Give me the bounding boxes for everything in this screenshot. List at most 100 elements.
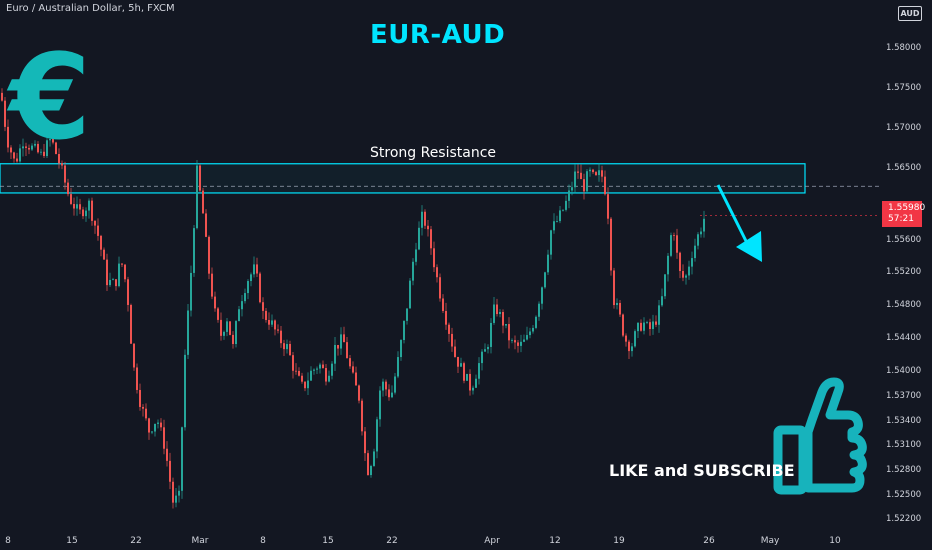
candle-body bbox=[313, 369, 315, 371]
candle-body bbox=[571, 187, 573, 191]
candle-body bbox=[427, 225, 429, 230]
candle-body bbox=[355, 372, 357, 386]
candle-body bbox=[469, 373, 471, 391]
candle-body bbox=[613, 270, 615, 306]
candle-body bbox=[553, 221, 555, 231]
candle-body bbox=[166, 448, 168, 461]
candle-body bbox=[616, 302, 618, 306]
y-tick-label: 1.55200 bbox=[886, 267, 921, 277]
candle-body bbox=[292, 355, 294, 371]
candle-body bbox=[550, 230, 552, 255]
candle-body bbox=[643, 322, 645, 331]
candle-body bbox=[478, 363, 480, 379]
candle-body bbox=[229, 321, 231, 335]
candle-body bbox=[82, 209, 84, 217]
candle-body bbox=[367, 453, 369, 476]
candle-body bbox=[604, 176, 606, 195]
candle-body bbox=[424, 211, 426, 226]
candle-body bbox=[181, 427, 183, 491]
candle-body bbox=[196, 165, 198, 229]
candle-body bbox=[319, 364, 321, 369]
candle-body bbox=[124, 264, 126, 280]
candle-body bbox=[421, 211, 423, 228]
candle-body bbox=[586, 171, 588, 192]
candle-body bbox=[1, 92, 3, 101]
candle-body bbox=[691, 258, 693, 267]
candle-body bbox=[544, 272, 546, 288]
chart-title: EUR-AUD bbox=[370, 20, 506, 50]
x-tick-label: 22 bbox=[130, 536, 141, 546]
candle-body bbox=[277, 329, 279, 331]
candle-body bbox=[511, 340, 513, 341]
candle-body bbox=[10, 147, 12, 153]
candle-body bbox=[568, 190, 570, 201]
candle-body bbox=[634, 331, 636, 347]
candle-body bbox=[442, 298, 444, 312]
candle-body bbox=[637, 322, 639, 332]
candle-body bbox=[445, 311, 447, 325]
candle-body bbox=[97, 225, 99, 236]
candle-body bbox=[682, 271, 684, 278]
candle-body bbox=[376, 419, 378, 452]
candle-body bbox=[664, 274, 666, 297]
candle-body bbox=[238, 309, 240, 322]
candle-body bbox=[472, 387, 474, 391]
candle-body bbox=[463, 363, 465, 381]
y-tick-label: 1.58000 bbox=[886, 43, 921, 53]
candle-body bbox=[19, 148, 21, 162]
candle-body bbox=[619, 302, 621, 315]
candle-body bbox=[163, 427, 165, 449]
candle-body bbox=[403, 320, 405, 341]
candle-body bbox=[34, 143, 36, 146]
candle-body bbox=[697, 234, 699, 246]
y-tick-label: 1.53400 bbox=[886, 416, 921, 426]
y-tick-label: 1.53100 bbox=[886, 440, 921, 450]
candle-body bbox=[241, 301, 243, 310]
candle-body bbox=[646, 322, 648, 323]
candle-body bbox=[436, 267, 438, 278]
candle-body bbox=[523, 339, 525, 342]
candle-body bbox=[133, 343, 135, 368]
candle-body bbox=[418, 227, 420, 250]
y-tick-label: 1.54400 bbox=[886, 333, 921, 343]
candle-body bbox=[127, 279, 129, 305]
candle-body bbox=[622, 314, 624, 336]
candle-body bbox=[145, 408, 147, 419]
candle-body bbox=[673, 235, 675, 236]
resistance-box bbox=[0, 163, 806, 194]
candle-body bbox=[547, 254, 549, 273]
candle-body bbox=[130, 304, 132, 344]
currency-badge[interactable]: AUD bbox=[898, 6, 922, 21]
candle-body bbox=[373, 451, 375, 466]
candle-body bbox=[235, 321, 237, 345]
candle-body bbox=[205, 213, 207, 237]
candle-body bbox=[154, 423, 156, 432]
candle-body bbox=[379, 390, 381, 420]
candle-body bbox=[538, 303, 540, 317]
candle-body bbox=[79, 204, 81, 210]
y-tick-label: 1.57000 bbox=[886, 123, 921, 133]
candle-body bbox=[475, 378, 477, 388]
candle-body bbox=[541, 287, 543, 304]
candle-body bbox=[334, 344, 336, 364]
x-axis: 8 15 22 Mar 8 15 22 Apr 12 19 26 May 10 bbox=[5, 536, 841, 546]
candle-body bbox=[610, 218, 612, 271]
candle-body bbox=[322, 364, 324, 369]
candle-body bbox=[502, 312, 504, 326]
candle-body bbox=[316, 368, 318, 370]
candle-body bbox=[157, 422, 159, 424]
candle-body bbox=[361, 400, 363, 432]
x-tick-label: 12 bbox=[549, 536, 560, 546]
candle-body bbox=[412, 261, 414, 281]
candle-body bbox=[385, 381, 387, 390]
candle-body bbox=[451, 333, 453, 347]
candle-body bbox=[493, 304, 495, 323]
candle-body bbox=[517, 342, 519, 346]
candle-body bbox=[4, 100, 6, 127]
candle-body bbox=[175, 495, 177, 503]
candle-body bbox=[529, 331, 531, 336]
candle-body bbox=[100, 235, 102, 250]
x-tick-label: 15 bbox=[66, 536, 77, 546]
y-tick-label: 1.55600 bbox=[886, 235, 921, 245]
